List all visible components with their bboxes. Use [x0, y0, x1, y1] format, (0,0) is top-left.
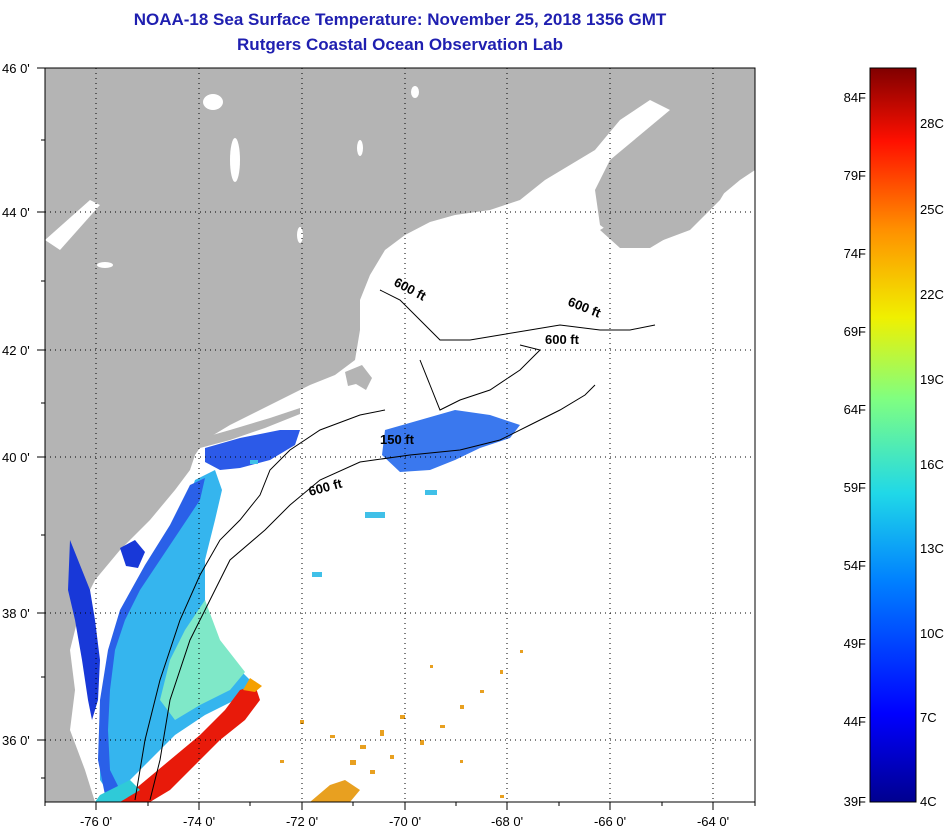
- graticule: [45, 68, 755, 802]
- sst-scattered-warm: [280, 650, 523, 798]
- colorbar-c-label: 22C: [920, 287, 944, 302]
- lat-tick-label: 46 0': [2, 61, 30, 76]
- contour-150ft: [134, 409, 386, 801]
- colorbar-c-label: 4C: [920, 794, 937, 809]
- land-cape-cod: [345, 365, 372, 390]
- y-ticks: [37, 67, 45, 779]
- sst-gulf-stream-edge: [243, 678, 262, 692]
- lake: [203, 94, 223, 110]
- lon-tick-label: -70 0': [389, 814, 421, 829]
- land-mainland: [45, 68, 755, 802]
- colorbar-f-label: 69F: [844, 324, 866, 339]
- chesapeake-bay: [68, 540, 100, 720]
- contour-georges: [419, 344, 541, 411]
- colorbar-f-label: 74F: [844, 246, 866, 261]
- sst-scattered-cool: [250, 460, 437, 577]
- colorbar-c-label: 10C: [920, 626, 944, 641]
- sst-georges-bank: [382, 410, 520, 472]
- lat-tick-label: 38 0': [2, 606, 30, 621]
- colorbar-f-label: 64F: [844, 402, 866, 417]
- lat-tick-label: 40 0': [2, 450, 30, 465]
- lake: [411, 86, 419, 98]
- contour-gulf-maine: [379, 289, 656, 341]
- lat-tick-label: 42 0': [2, 343, 30, 358]
- colorbar-c-label: 16C: [920, 457, 944, 472]
- sst-nearshore-cold: [205, 430, 300, 470]
- colorbar-c-label: 7C: [920, 710, 937, 725]
- sst-south-cyan: [95, 780, 140, 802]
- lon-tick-label: -66 0': [594, 814, 626, 829]
- lake: [45, 200, 100, 250]
- map-subtitle: Rutgers Coastal Ocean Observation Lab: [237, 35, 563, 54]
- lake: [297, 227, 303, 243]
- lon-tick-label: -64 0': [697, 814, 729, 829]
- sst-shelf-mild: [160, 600, 245, 720]
- lake: [230, 138, 240, 182]
- land-long-island: [195, 408, 300, 448]
- contour-label: 600 ft: [545, 332, 580, 347]
- contour-600ft-outer: [149, 384, 596, 801]
- colorbar-c-label: 13C: [920, 541, 944, 556]
- colorbar-f-label: 79F: [844, 168, 866, 183]
- lon-tick-label: -74 0': [183, 814, 215, 829]
- colorbar-f-label: 39F: [844, 794, 866, 809]
- sst-shelf-cool: [100, 470, 255, 795]
- lat-tick-label: 36 0': [2, 733, 30, 748]
- sst-gulf-stream: [120, 685, 260, 802]
- x-ticks: [44, 802, 756, 810]
- map-title: NOAA-18 Sea Surface Temperature: Novembe…: [133, 10, 667, 29]
- colorbar-f-label: 84F: [844, 90, 866, 105]
- lon-tick-label: -68 0': [491, 814, 523, 829]
- lon-tick-label: -76 0': [80, 814, 112, 829]
- colorbar-f-labels: 84F 79F 74F 69F 64F 59F 54F 49F 44F 39F: [844, 90, 866, 809]
- colorbar-f-label: 49F: [844, 636, 866, 651]
- sst-shelf-cold-band: [98, 478, 205, 795]
- colorbar-c-label: 19C: [920, 372, 944, 387]
- colorbar-c-label: 28C: [920, 116, 944, 131]
- colorbar-c-labels: 28C 25C 22C 19C 16C 13C 10C 7C 4C: [920, 116, 944, 809]
- contour-label: 150 ft: [380, 432, 415, 447]
- colorbar-f-label: 44F: [844, 714, 866, 729]
- colorbar-c-label: 25C: [920, 202, 944, 217]
- colorbar-f-label: 59F: [844, 480, 866, 495]
- lon-tick-label: -72 0': [286, 814, 318, 829]
- lat-tick-label: 44 0': [2, 205, 30, 220]
- land-nova-scotia: [600, 150, 755, 248]
- map-frame: [44, 67, 756, 803]
- colorbar-f-label: 54F: [844, 558, 866, 573]
- lake: [357, 140, 363, 156]
- sst-warm-eddy: [310, 780, 360, 802]
- lake: [97, 262, 113, 268]
- colorbar: [869, 67, 917, 803]
- delaware-bay: [120, 540, 145, 568]
